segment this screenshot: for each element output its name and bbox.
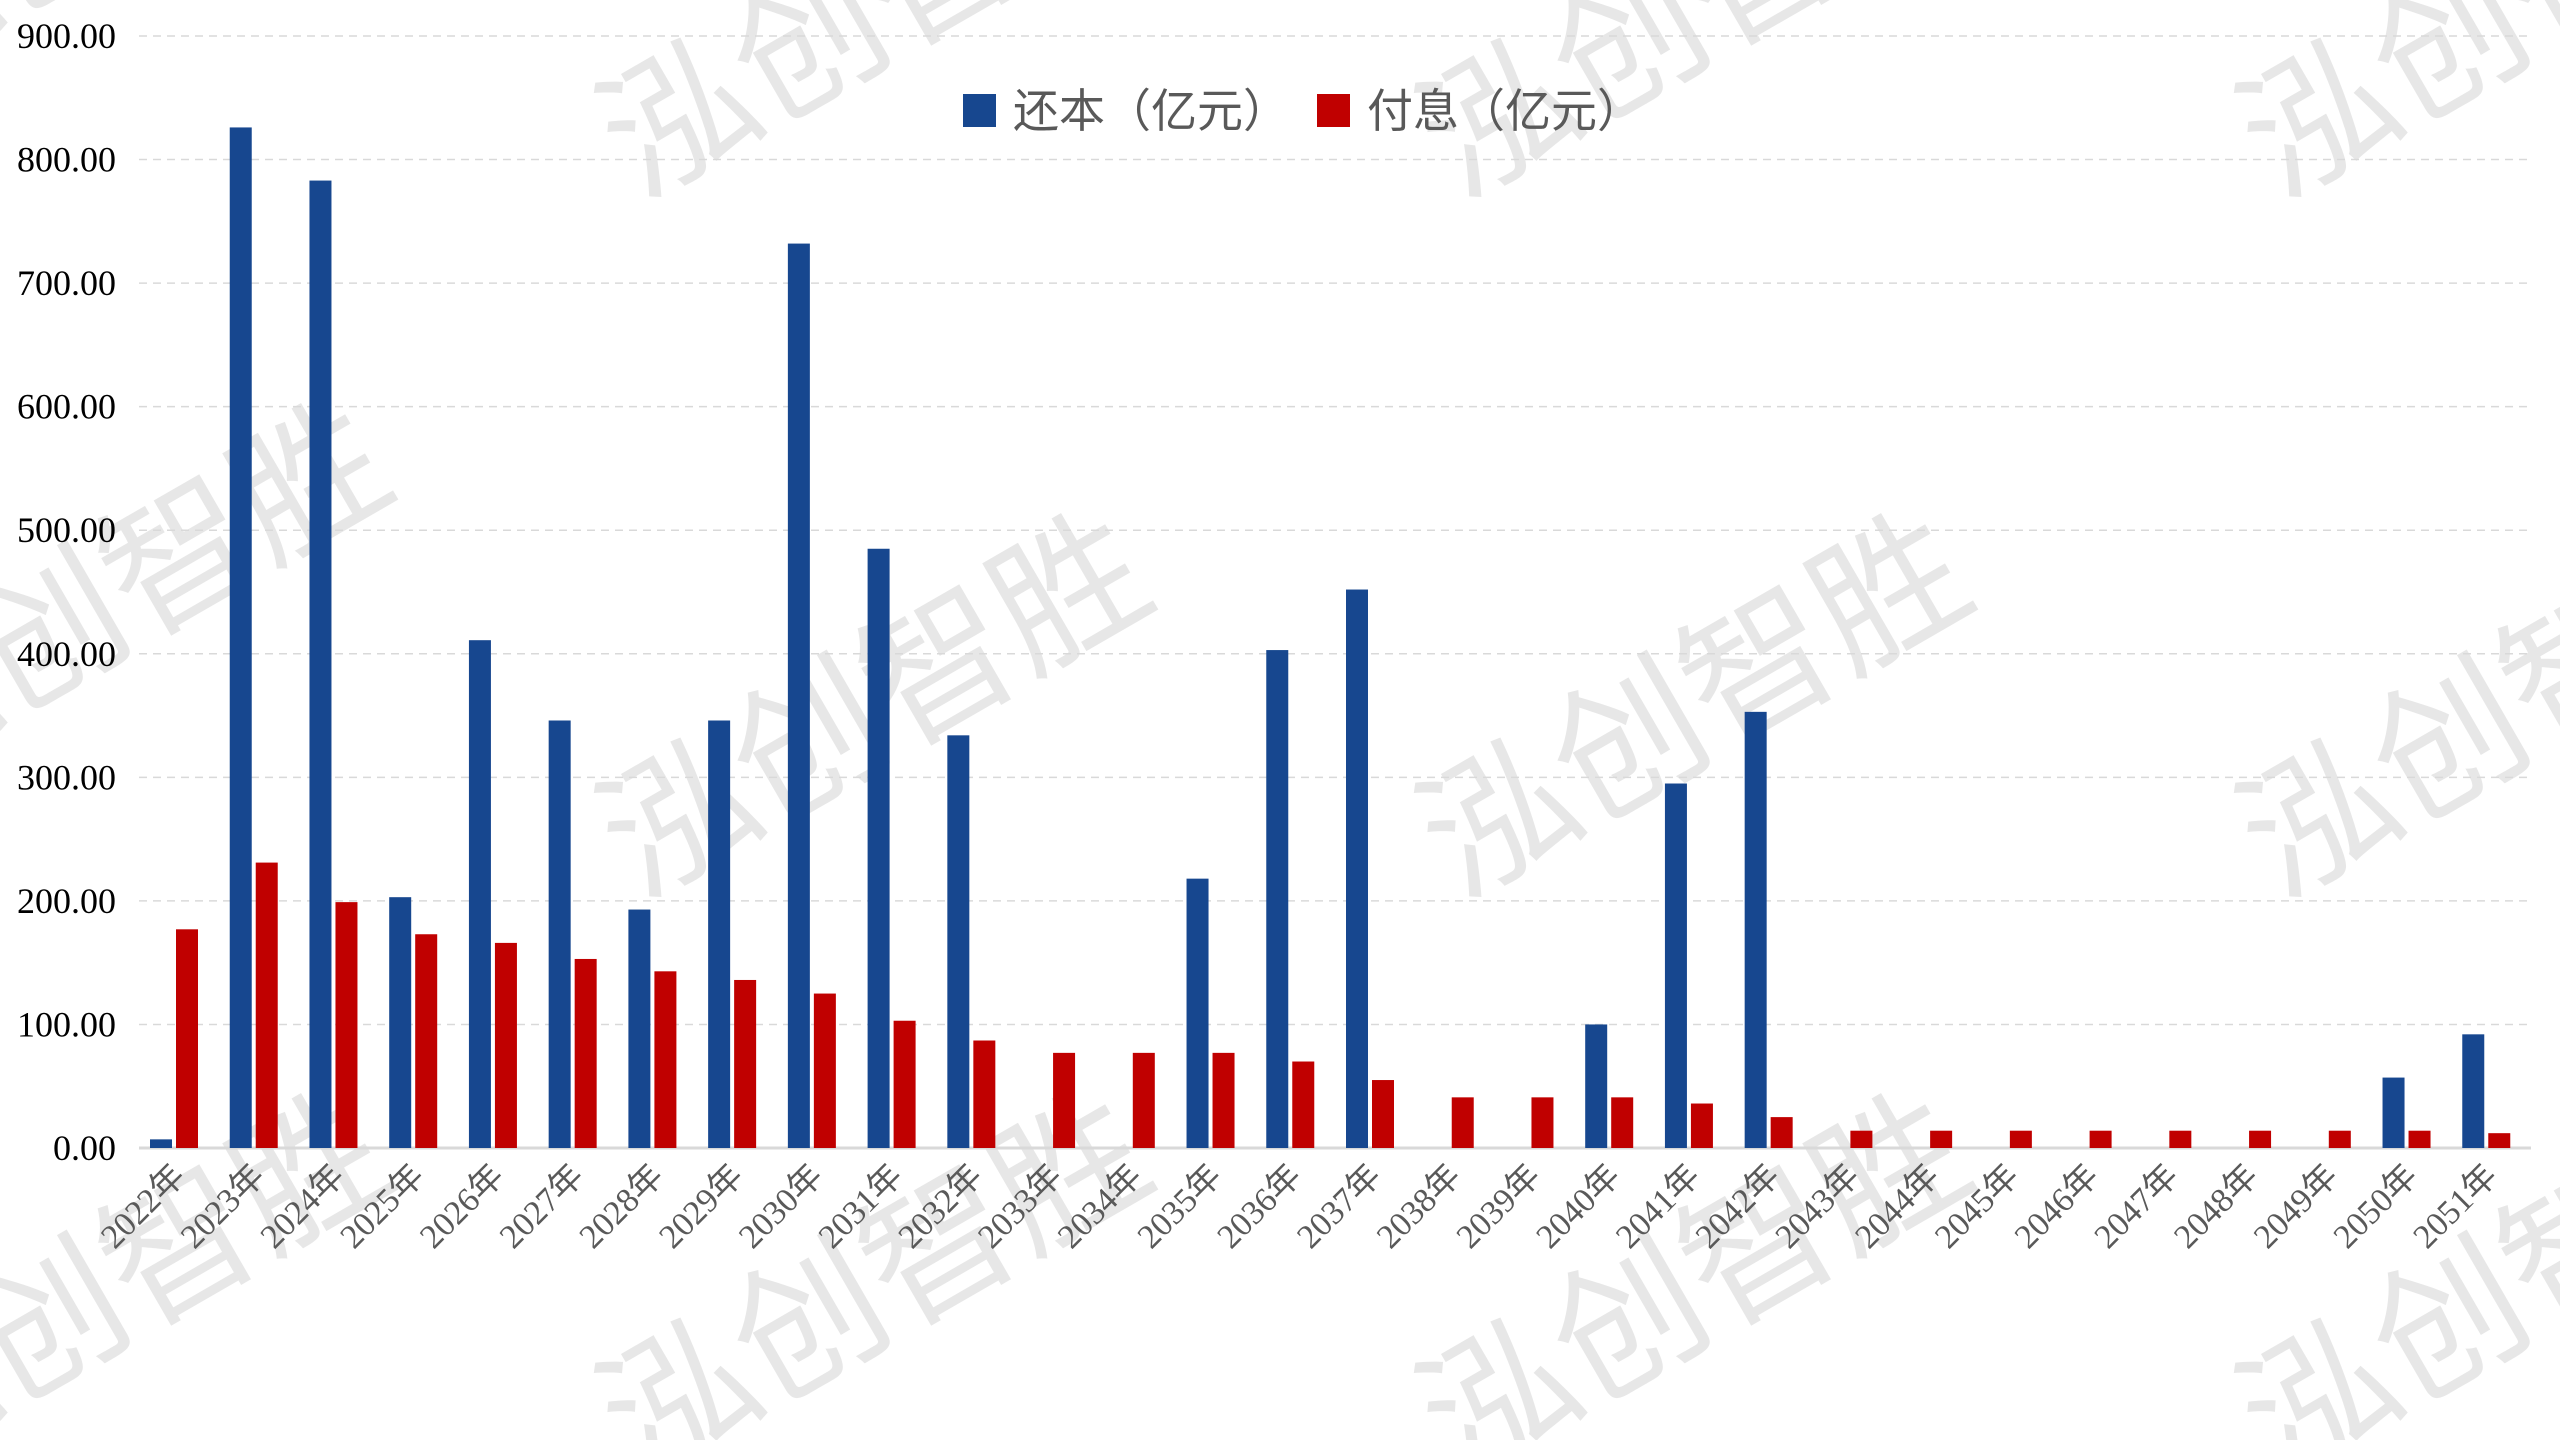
x-tick-label: 2029年 <box>652 1157 751 1256</box>
legend-swatch <box>1317 94 1350 127</box>
legend: 还本（亿元） 付息（亿元） <box>963 84 1643 138</box>
bar-interest <box>654 971 677 1148</box>
bar-interest <box>813 993 836 1148</box>
legend-swatch <box>963 94 996 127</box>
bar-principal <box>708 720 731 1148</box>
x-tick-label: 2036年 <box>1210 1157 1309 1256</box>
bar-principal <box>1744 711 1767 1148</box>
bar-interest <box>2249 1130 2272 1148</box>
watermark: 泓创智胜 <box>0 370 418 821</box>
bar-interest <box>2089 1130 2112 1148</box>
y-tick-label: 700.00 <box>17 263 116 303</box>
bar-interest <box>176 929 198 1148</box>
bar-interest <box>2408 1130 2431 1148</box>
gridlines <box>139 35 2531 1150</box>
x-tick-label: 2027年 <box>492 1157 591 1256</box>
y-tick-label: 0.00 <box>53 1128 116 1168</box>
bar-interest <box>1611 1097 1634 1148</box>
bar-interest <box>335 902 358 1148</box>
bar-principal <box>229 127 252 1149</box>
x-tick-label: 2039年 <box>1449 1157 1548 1256</box>
bar-principal <box>1266 650 1289 1148</box>
bar-principal <box>1186 878 1209 1148</box>
bar-principal <box>947 735 970 1148</box>
bar-principal <box>548 720 571 1148</box>
x-tick-label: 2037年 <box>1290 1157 1389 1256</box>
bar-interest <box>1372 1080 1394 1148</box>
bar-interest <box>1292 1061 1315 1148</box>
bar-principal <box>787 243 810 1148</box>
y-tick-label: 100.00 <box>17 1004 116 1044</box>
bar-interest <box>574 958 597 1148</box>
watermark: 泓创智胜 <box>1391 480 1998 931</box>
bar-interest <box>1770 1117 1793 1148</box>
bars <box>150 127 2511 1149</box>
bar-interest <box>2328 1130 2351 1148</box>
x-tick-label: 2050年 <box>2326 1157 2425 1256</box>
y-tick-label: 600.00 <box>17 387 116 427</box>
watermark: 泓创智胜 <box>2211 0 2560 231</box>
bar-interest <box>1850 1130 1873 1148</box>
y-tick-label: 200.00 <box>17 881 116 921</box>
x-tick-label: 2028年 <box>572 1157 671 1256</box>
bar-principal <box>1585 1024 1608 1148</box>
bar-interest <box>1531 1097 1554 1148</box>
y-tick-label: 800.00 <box>17 140 116 180</box>
y-tick-label: 400.00 <box>17 634 116 674</box>
bar-interest <box>255 862 278 1148</box>
bar-interest <box>973 1040 996 1148</box>
legend-label: 还本（亿元） <box>1013 84 1289 138</box>
legend-label: 付息（亿元） <box>1367 84 1643 138</box>
bar-principal <box>150 1139 172 1148</box>
watermark: 泓创智胜 <box>2211 480 2560 931</box>
x-tick-label: 2038年 <box>1369 1157 1468 1256</box>
x-axis-ticks: 2022年2023年2024年2025年2026年2027年2028年2029年… <box>94 1157 2505 1256</box>
y-tick-label: 900.00 <box>17 16 116 56</box>
y-axis-ticks: 0.00 100.00 200.00 300.00 400.00 500.00 600.00… <box>17 16 116 1168</box>
bar-principal <box>628 909 651 1148</box>
x-tick-label: 2047年 <box>2087 1157 2186 1256</box>
bar-interest <box>494 942 517 1148</box>
x-tick-label: 2049年 <box>2246 1157 2345 1256</box>
x-tick-label: 2048年 <box>2167 1157 2266 1256</box>
bar-principal <box>2382 1077 2405 1148</box>
bar-principal <box>389 897 412 1148</box>
y-tick-label: 300.00 <box>17 757 116 797</box>
bar-interest <box>1053 1052 1076 1148</box>
bar-principal <box>867 548 890 1148</box>
bar-interest <box>1132 1052 1155 1148</box>
bar-interest <box>415 934 438 1148</box>
x-tick-label: 2046年 <box>2007 1157 2106 1256</box>
bar-interest <box>1930 1130 1953 1148</box>
bar-interest <box>893 1020 916 1148</box>
bar-principal <box>1664 783 1687 1148</box>
bar-principal <box>2462 1034 2485 1148</box>
bar-interest <box>2488 1133 2511 1148</box>
bar-principal <box>468 640 491 1148</box>
bar-principal <box>1346 589 1368 1148</box>
bar-interest <box>1451 1097 1474 1148</box>
y-tick-label: 500.00 <box>17 510 116 550</box>
bar-interest <box>1690 1103 1713 1148</box>
x-tick-label: 2026年 <box>412 1157 511 1256</box>
bar-interest <box>2169 1130 2192 1148</box>
bar-interest <box>2009 1130 2032 1148</box>
bar-interest <box>734 979 757 1148</box>
bar-principal <box>309 180 332 1148</box>
bar-interest <box>1212 1052 1235 1148</box>
